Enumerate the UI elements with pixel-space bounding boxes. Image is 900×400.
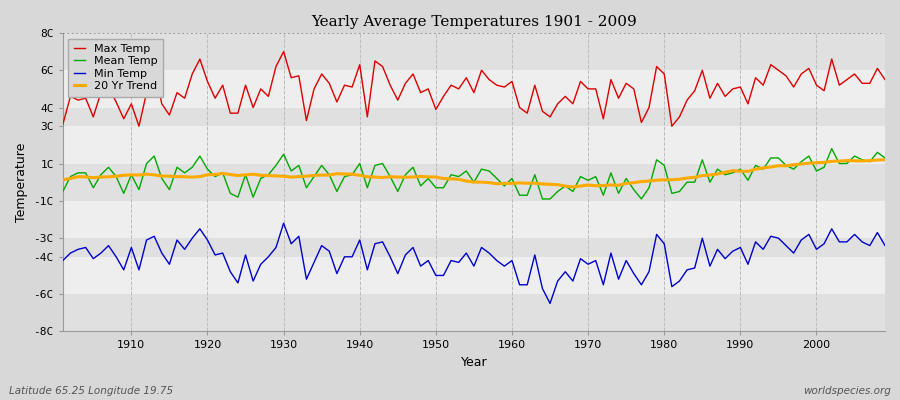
Min Temp [293,234,304,239]
Min Temp [339,254,350,259]
Max Temp [522,111,533,116]
Bar [63,201,885,238]
Min Temp [278,221,289,226]
Min Temp [879,243,890,248]
20 Yr Trend [606,182,616,187]
20 Yr Trend [286,175,297,180]
Max Temp [879,77,890,82]
Max Temp [118,116,129,121]
20 Yr Trend [331,171,342,176]
Min Temp [544,301,555,306]
Bar [63,164,885,201]
Min Temp [58,258,68,263]
20 Yr Trend [879,157,890,162]
Max Temp [301,118,311,123]
Min Temp [118,268,129,272]
20 Yr Trend [118,173,129,178]
Max Temp [613,96,624,101]
20 Yr Trend [58,178,68,182]
Mean Temp [826,146,837,151]
Max Temp [514,105,525,110]
Max Temp [133,124,144,129]
Mean Temp [606,170,616,175]
Legend: Max Temp, Mean Temp, Min Temp, 20 Yr Trend: Max Temp, Mean Temp, Min Temp, 20 Yr Tre… [68,38,163,97]
20 Yr Trend [507,181,517,186]
Line: Max Temp: Max Temp [63,52,885,126]
Mean Temp [286,168,297,173]
Min Temp [514,282,525,287]
Bar [63,257,885,294]
Title: Yearly Average Temperatures 1901 - 2009: Yearly Average Temperatures 1901 - 2009 [311,15,637,29]
Bar [63,126,885,164]
Bar [63,238,885,257]
Mean Temp [118,191,129,196]
20 Yr Trend [499,181,509,186]
Max Temp [278,49,289,54]
Bar [63,294,885,332]
Mean Temp [879,156,890,160]
20 Yr Trend [568,184,579,189]
X-axis label: Year: Year [461,356,487,369]
Mean Temp [331,189,342,194]
Line: Mean Temp: Mean Temp [63,149,885,199]
Mean Temp [507,176,517,181]
Y-axis label: Temperature: Temperature [15,142,28,222]
Text: worldspecies.org: worldspecies.org [803,386,891,396]
Line: Min Temp: Min Temp [63,223,885,304]
Max Temp [58,122,68,127]
Min Temp [507,258,517,263]
Bar [63,108,885,126]
Min Temp [613,277,624,282]
Bar [63,70,885,108]
Mean Temp [58,189,68,194]
Bar [63,33,885,70]
Line: 20 Yr Trend: 20 Yr Trend [63,160,885,187]
Text: Latitude 65.25 Longitude 19.75: Latitude 65.25 Longitude 19.75 [9,386,173,396]
Mean Temp [537,196,548,201]
Max Temp [346,85,357,90]
Mean Temp [499,184,509,188]
